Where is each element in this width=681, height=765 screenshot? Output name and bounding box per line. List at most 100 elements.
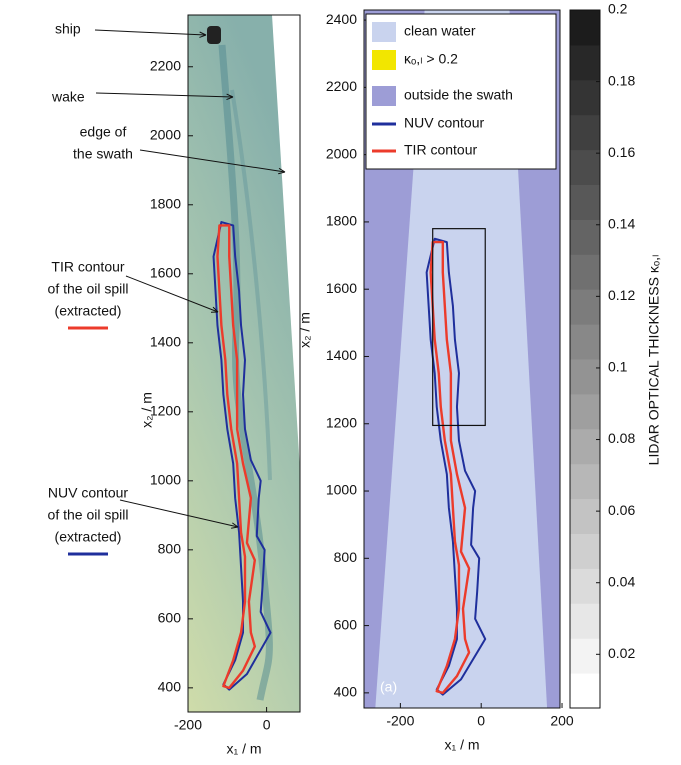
y-tick-label: 400	[158, 679, 182, 695]
y-tick-label: 2200	[326, 78, 357, 94]
y-tick-label: 1400	[150, 334, 181, 350]
y-tick-label: 2400	[326, 11, 357, 27]
y-tick-label: 2000	[326, 145, 357, 161]
y-tick-label: 1200	[150, 403, 181, 419]
colorbar-tick-label: 0.18	[608, 72, 635, 88]
arrow-head	[210, 306, 219, 313]
x-tick-label: -200	[386, 713, 414, 729]
arrow	[125, 275, 219, 313]
colorbar-tick-label: 0.16	[608, 144, 635, 160]
x-tick-label: 200	[550, 713, 574, 729]
annotation: (extracted)	[55, 303, 122, 319]
annotation: the swath	[73, 146, 133, 162]
colorbar-tick-label: 0.12	[608, 287, 635, 303]
arrow-head	[231, 522, 239, 529]
y-tick-label: 1600	[150, 264, 181, 280]
plot-frame	[363, 9, 561, 709]
legend-label: outside the swath	[404, 87, 513, 103]
annotation: ship	[55, 21, 81, 37]
y-tick-label: 800	[158, 541, 182, 557]
annotation: (extracted)	[55, 529, 122, 545]
colorbar-tick-label: 0.02	[608, 645, 635, 661]
x-tick-label: -200	[174, 717, 202, 733]
colorbar-band	[570, 463, 600, 500]
y-tick-label: 1200	[326, 414, 357, 430]
arrow-head	[278, 167, 286, 175]
y-tick-label: 600	[158, 610, 182, 626]
colorbar-band	[570, 568, 600, 604]
arrow	[139, 149, 286, 173]
y-tick-label: 1000	[150, 472, 181, 488]
colorbar-band	[570, 289, 600, 325]
arrow	[119, 499, 239, 528]
colorbar-frame	[569, 9, 601, 709]
colorbar-tick-label: 0.1	[608, 359, 628, 375]
x-tick-label: 0	[263, 717, 271, 733]
legend-label: TIR contour	[404, 142, 477, 158]
legend-label: κₒ,ₗ > 0.2	[404, 51, 458, 67]
annotation: wake	[51, 89, 85, 105]
legend-label: clean water	[404, 23, 476, 39]
zoom-box	[432, 228, 486, 427]
colorbar-band	[570, 114, 600, 151]
y-tick-label: 1000	[326, 482, 357, 498]
annotation: TIR contour	[51, 259, 124, 275]
y-tick-label: 1800	[326, 213, 357, 229]
y-axis-label: x₂ / m	[139, 392, 155, 428]
annotation: edge of	[80, 124, 127, 140]
y-tick-label: 800	[334, 549, 358, 565]
colorbar-band	[570, 673, 600, 709]
right-panel: (a)4006008001000120014001600180020002200…	[297, 1, 662, 753]
y-tick-label: 400	[334, 684, 358, 700]
colorbar-band	[570, 10, 600, 46]
colorbar-band	[570, 149, 600, 185]
colorbar-band	[570, 359, 600, 395]
contour	[425, 237, 487, 696]
x-axis-label: x₁ / m	[444, 737, 479, 753]
annotation: NUV contour	[48, 485, 128, 501]
legend-swatch	[372, 50, 396, 70]
colorbar-tick-label: 0.2	[608, 1, 628, 17]
colorbar-band	[570, 498, 600, 534]
contour	[429, 240, 471, 695]
arrow-head	[199, 31, 207, 38]
colorbar-band	[570, 393, 600, 430]
y-tick-label: 2200	[150, 57, 181, 73]
plot-frame	[187, 14, 301, 713]
contour	[212, 221, 272, 691]
colorbar-band	[570, 638, 600, 674]
colorbar-tick-label: 0.06	[608, 502, 635, 518]
arrow-head	[226, 93, 234, 101]
colorbar-band	[570, 184, 600, 220]
y-tick-label: 1400	[326, 347, 357, 363]
colorbar-band	[570, 324, 600, 360]
colorbar-band	[570, 603, 600, 639]
colorbar-tick-label: 0.14	[608, 215, 635, 231]
colorbar-band	[570, 44, 600, 81]
legend-swatch	[372, 22, 396, 42]
annotation: of the oil spill	[48, 281, 129, 297]
colorbar-band	[570, 219, 600, 255]
annotation: of the oil spill	[48, 507, 129, 523]
y-tick-label: 2000	[150, 126, 181, 142]
left-panel: 400 600 800 1000 1200 1400 1600 1800 2000 2200 -20…	[48, 14, 301, 757]
colorbar-band	[570, 428, 600, 465]
x-tick-label: 0	[477, 713, 485, 729]
swath	[375, 10, 548, 708]
panel-label: (a)	[380, 679, 397, 695]
contour	[216, 224, 257, 690]
colorbar-label: LIDAR OPTICAL THICKNESS κₒ,ₗ	[646, 255, 662, 466]
colorbar-band	[570, 79, 600, 116]
arrow	[95, 92, 234, 98]
y-tick-label: 1800	[150, 195, 181, 211]
legend-label: NUV contour	[404, 115, 484, 131]
y-tick-label: 1600	[326, 280, 357, 296]
legend-swatch	[372, 86, 396, 106]
colorbar-band	[570, 254, 600, 290]
legend	[365, 13, 557, 170]
y-axis-label: x₂ / m	[297, 312, 313, 348]
colorbar-tick-label: 0.08	[608, 430, 635, 446]
arrow	[94, 29, 207, 36]
y-tick-label: 600	[334, 616, 358, 632]
